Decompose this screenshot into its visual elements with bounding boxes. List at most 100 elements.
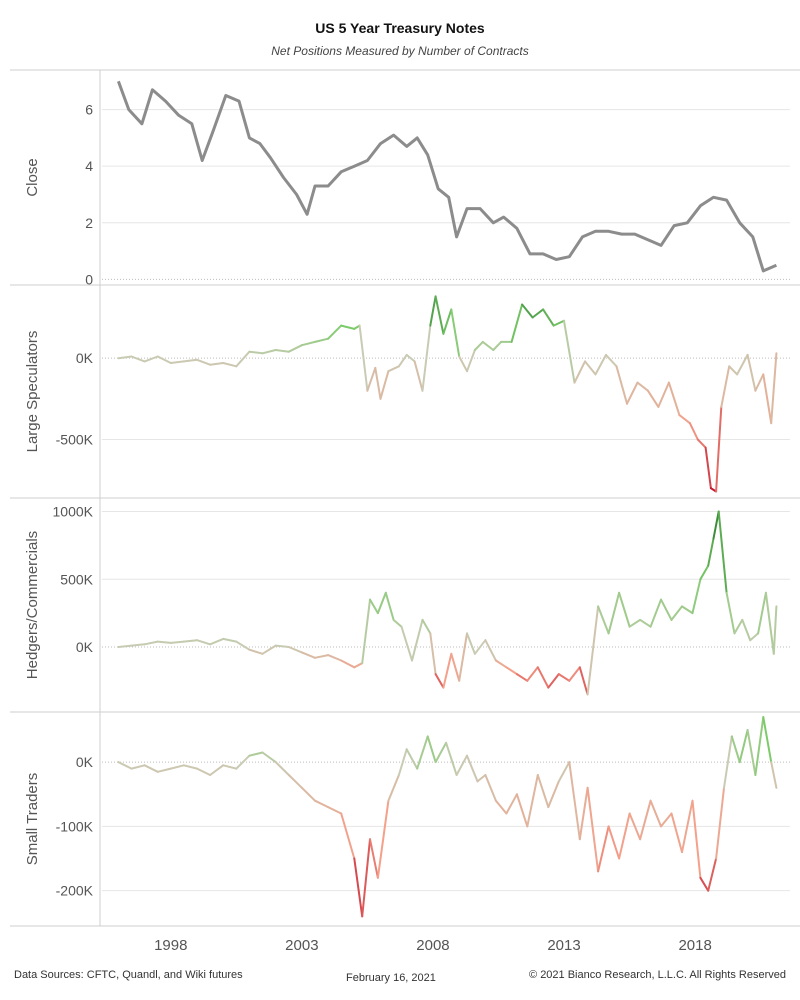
series-segment [717, 510, 728, 594]
series-segment [746, 353, 757, 392]
series-segment [492, 340, 503, 351]
series-segment [366, 366, 377, 392]
series-segment [646, 389, 660, 408]
series-segment [605, 353, 618, 368]
series-segment [384, 591, 395, 621]
series-segment [521, 303, 534, 319]
series-segment [387, 774, 400, 802]
series-segment [484, 639, 497, 662]
series-segment [738, 729, 749, 764]
series-segment [450, 652, 461, 682]
series-segment [287, 646, 303, 654]
series-segment [434, 673, 445, 689]
series-segment [340, 324, 356, 330]
series-segment [597, 605, 610, 635]
series-segment [510, 303, 524, 343]
series-segment [455, 754, 468, 776]
series-segment [526, 666, 539, 682]
series-segment [505, 666, 518, 676]
series-segment [481, 340, 495, 351]
series-segment [494, 659, 508, 669]
series-segment [387, 365, 400, 373]
y-tick-label: 4 [85, 158, 93, 174]
series-segment [720, 365, 731, 408]
series-segment [411, 618, 424, 662]
y-tick-label: 0K [76, 754, 94, 770]
series-segment [670, 605, 683, 621]
series-segment [300, 340, 316, 347]
series-segment [741, 618, 752, 642]
series-segment [429, 632, 437, 676]
series-segment [723, 735, 733, 789]
series-segment [156, 767, 172, 773]
y-tick-label: 0K [76, 639, 94, 655]
series-segment [379, 370, 390, 400]
series-segment [552, 319, 565, 327]
series-segment [261, 644, 277, 655]
series-segment [397, 748, 408, 776]
series-segment [421, 324, 432, 392]
series-segment [156, 355, 172, 364]
series-segment [442, 308, 453, 335]
series-segment [618, 812, 631, 860]
series-segment [712, 510, 720, 540]
y-tick-label: -100K [56, 818, 94, 834]
close-line [116, 80, 777, 273]
series-segment [636, 381, 649, 392]
series-segment [563, 319, 576, 384]
series-segment [764, 591, 775, 655]
series-segment [169, 360, 185, 364]
series-segment [458, 632, 468, 682]
series-segment [235, 350, 251, 368]
series-segment [222, 362, 238, 368]
series-segment [670, 812, 683, 854]
series-segment [466, 754, 479, 783]
series-segment [182, 639, 198, 643]
x-tick-label: 2018 [678, 937, 711, 954]
series-segment [314, 337, 330, 343]
y-tick-label: -200K [56, 883, 94, 899]
series-segment [568, 666, 581, 682]
series-segment [445, 741, 458, 776]
series-segment [707, 537, 715, 567]
series-segment [715, 786, 725, 860]
series-segment [248, 648, 264, 655]
series-segment [494, 799, 508, 815]
series-segment [691, 578, 702, 615]
series-segment [209, 764, 225, 776]
series-segment [715, 405, 723, 493]
series-segment [117, 644, 133, 648]
series-segment [754, 373, 765, 392]
series-segment [657, 381, 670, 408]
y-tick-label: 6 [85, 102, 93, 118]
series-segment [754, 716, 765, 776]
series-segment [749, 632, 760, 642]
series-segment [130, 643, 146, 647]
series-segment [681, 799, 694, 854]
series-segment [274, 761, 290, 776]
series-segment [369, 598, 379, 615]
series-segment [667, 381, 681, 417]
series-segment [182, 764, 198, 770]
series-segment [369, 838, 379, 879]
series-segment [169, 640, 185, 644]
series-segment [143, 640, 159, 646]
series-segment [450, 308, 461, 358]
series-segment [505, 793, 518, 815]
series-segment [688, 422, 699, 441]
series-segment [584, 360, 597, 376]
series-segment [434, 295, 445, 335]
series-segment [327, 324, 343, 340]
series-segment [704, 446, 712, 490]
copyright-note: © 2021 Bianco Research, L.L.C. All Right… [529, 969, 786, 981]
series-segment [196, 358, 212, 366]
series-segment [770, 352, 778, 425]
series-segment [340, 659, 356, 669]
series-segment [649, 799, 662, 828]
series-segment [143, 764, 159, 773]
series-segment [274, 349, 290, 353]
series-segment [353, 857, 364, 918]
series-segment [209, 362, 225, 366]
series-segment [376, 591, 387, 615]
series-segment [473, 340, 484, 351]
